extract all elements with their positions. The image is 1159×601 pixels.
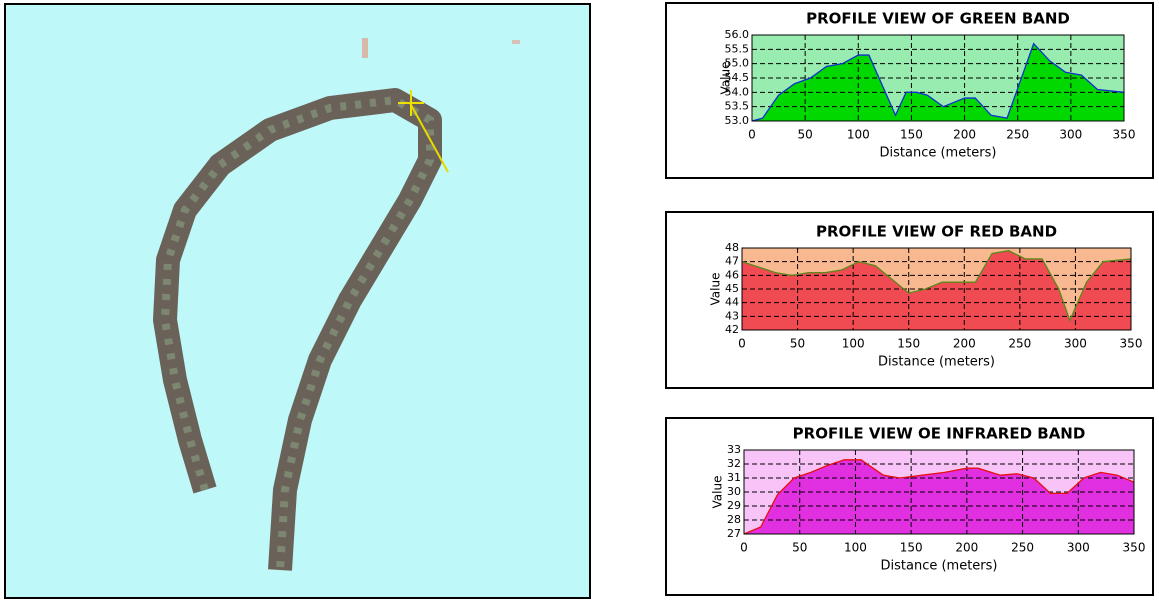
x-axis-label: Distance (meters) bbox=[878, 355, 995, 370]
x-axis-label: Distance (meters) bbox=[881, 559, 998, 574]
speck bbox=[512, 40, 520, 44]
x-tick-label: 350 bbox=[1113, 128, 1136, 142]
y-tick-label: 42 bbox=[725, 323, 739, 336]
x-tick-label: 350 bbox=[1123, 541, 1146, 555]
image-view bbox=[5, 4, 590, 598]
x-tick-label: 150 bbox=[897, 337, 920, 351]
x-tick-label: 150 bbox=[900, 128, 923, 142]
y-tick-label: 29 bbox=[727, 499, 741, 512]
image-frame bbox=[5, 4, 590, 598]
x-tick-label: 350 bbox=[1120, 337, 1143, 351]
y-tick-label: 48 bbox=[725, 241, 739, 254]
y-axis-label: Value bbox=[719, 62, 733, 95]
y-tick-label: 44 bbox=[725, 296, 739, 309]
x-tick-label: 300 bbox=[1064, 337, 1087, 351]
x-tick-label: 100 bbox=[847, 128, 870, 142]
y-tick-label: 32 bbox=[727, 457, 741, 470]
y-axis-label: Value bbox=[711, 476, 725, 509]
y-tick-label: 45 bbox=[725, 282, 739, 295]
canvas: PROFILE VIEW OF GREEN BAND53.053.554.054… bbox=[0, 0, 1159, 601]
x-tick-label: 300 bbox=[1067, 541, 1090, 555]
y-tick-label: 55.5 bbox=[725, 42, 750, 55]
x-tick-label: 300 bbox=[1059, 128, 1082, 142]
x-tick-label: 200 bbox=[953, 128, 976, 142]
x-tick-label: 250 bbox=[1011, 541, 1034, 555]
y-tick-label: 53.5 bbox=[725, 100, 750, 113]
screen: PROFILE VIEW OF GREEN BAND53.053.554.054… bbox=[0, 0, 1159, 601]
x-tick-label: 200 bbox=[955, 541, 978, 555]
chart-title: PROFILE VIEW OF GREEN BAND bbox=[806, 10, 1070, 28]
y-tick-label: 53.0 bbox=[725, 114, 750, 127]
x-tick-label: 50 bbox=[798, 128, 813, 142]
x-tick-label: 0 bbox=[748, 128, 756, 142]
x-tick-label: 100 bbox=[842, 337, 865, 351]
chart-title: PROFILE VIEW OF RED BAND bbox=[816, 223, 1057, 241]
x-tick-label: 50 bbox=[790, 337, 805, 351]
y-tick-label: 33 bbox=[727, 443, 741, 456]
x-tick-label: 0 bbox=[738, 337, 746, 351]
x-tick-label: 50 bbox=[792, 541, 807, 555]
chart-panel: PROFILE VIEW OF GREEN BAND53.053.554.054… bbox=[666, 3, 1153, 178]
x-tick-label: 150 bbox=[900, 541, 923, 555]
speck bbox=[362, 38, 368, 58]
x-tick-label: 0 bbox=[740, 541, 748, 555]
y-tick-label: 56.0 bbox=[725, 28, 750, 41]
y-tick-label: 31 bbox=[727, 471, 741, 484]
y-tick-label: 27 bbox=[727, 527, 741, 540]
y-tick-label: 46 bbox=[725, 268, 739, 281]
y-tick-label: 47 bbox=[725, 255, 739, 268]
y-tick-label: 30 bbox=[727, 485, 741, 498]
x-tick-label: 200 bbox=[953, 337, 976, 351]
chart-panel: PROFILE VIEW OE INFRARED BAND27282930313… bbox=[666, 418, 1153, 595]
x-axis-label: Distance (meters) bbox=[880, 146, 997, 161]
y-axis-label: Value bbox=[709, 273, 723, 306]
x-tick-label: 250 bbox=[1008, 337, 1031, 351]
x-tick-label: 250 bbox=[1006, 128, 1029, 142]
chart-title: PROFILE VIEW OE INFRARED BAND bbox=[793, 425, 1086, 443]
y-tick-label: 28 bbox=[727, 513, 741, 526]
x-tick-label: 100 bbox=[844, 541, 867, 555]
y-tick-label: 43 bbox=[725, 309, 739, 322]
